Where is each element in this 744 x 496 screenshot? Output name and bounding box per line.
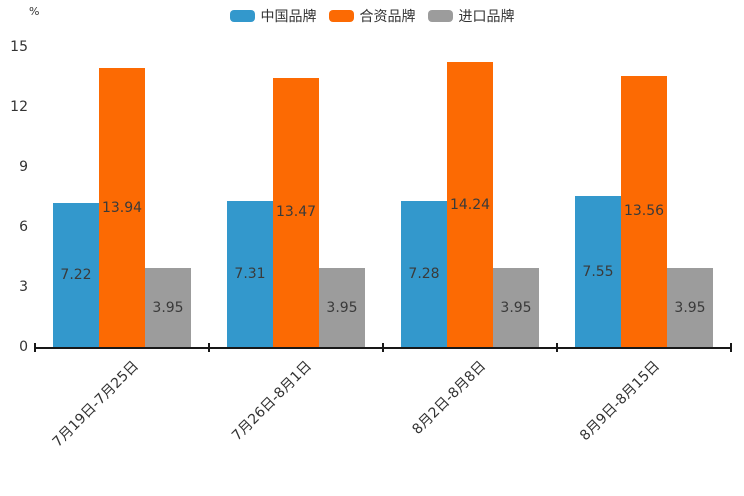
bar-value-label: 7.31 xyxy=(234,265,266,282)
bar-value-label: 13.56 xyxy=(623,203,665,220)
x-axis-tick xyxy=(556,343,558,352)
legend-item[interactable]: 进口品牌 xyxy=(427,6,515,26)
bar-value-label: 3.95 xyxy=(152,299,184,316)
x-category-label: 8月9日-8月15日 xyxy=(577,358,664,445)
legend: 中国品牌 合资品牌 进口品牌 xyxy=(0,6,744,26)
bar xyxy=(53,202,99,347)
legend-item[interactable]: 合资品牌 xyxy=(328,6,416,26)
bar xyxy=(227,200,273,347)
bar xyxy=(145,268,191,347)
y-tick-label: 9 xyxy=(19,159,28,175)
bar-value-label: 14.24 xyxy=(449,196,491,213)
bar-value-label: 3.95 xyxy=(326,299,358,316)
legend-label: 中国品牌 xyxy=(260,9,317,25)
y-tick-label: 15 xyxy=(10,39,28,55)
bar xyxy=(319,268,365,347)
x-category-label: 7月19日-7月25日 xyxy=(49,358,142,451)
legend-item[interactable]: 中国品牌 xyxy=(229,6,317,26)
legend-swatch-icon xyxy=(427,10,453,22)
bar-value-label: 7.28 xyxy=(408,266,440,283)
bar-value-label: 13.94 xyxy=(101,199,143,216)
bar xyxy=(667,268,713,347)
bar xyxy=(621,75,667,347)
bar-value-label: 3.95 xyxy=(500,299,532,316)
bar-value-label: 13.47 xyxy=(275,204,317,221)
x-axis-tick xyxy=(208,343,210,352)
x-axis-tick xyxy=(382,343,384,352)
y-tick-label: 6 xyxy=(19,219,28,235)
x-axis-tick xyxy=(34,343,36,352)
x-axis-tick xyxy=(730,343,732,352)
legend-label: 合资品牌 xyxy=(359,9,416,25)
bar-value-label: 7.22 xyxy=(60,266,92,283)
y-axis-unit-label: % xyxy=(29,5,40,18)
legend-label: 进口品牌 xyxy=(458,9,515,25)
x-category-label: 8月2日-8月8日 xyxy=(409,358,490,438)
legend-swatch-icon xyxy=(328,10,354,22)
bar xyxy=(575,196,621,347)
bar xyxy=(493,268,539,347)
legend-swatch-icon xyxy=(229,10,255,22)
bar xyxy=(401,201,447,347)
bar xyxy=(273,77,319,347)
bar-value-label: 7.55 xyxy=(582,263,614,280)
x-category-label: 7月26日-8月1日 xyxy=(229,358,316,445)
bar xyxy=(447,62,493,347)
bar xyxy=(99,68,145,347)
y-tick-label: 0 xyxy=(19,339,28,355)
y-tick-label: 12 xyxy=(10,99,28,115)
y-tick-label: 3 xyxy=(19,279,28,295)
bar-value-label: 3.95 xyxy=(674,299,706,316)
